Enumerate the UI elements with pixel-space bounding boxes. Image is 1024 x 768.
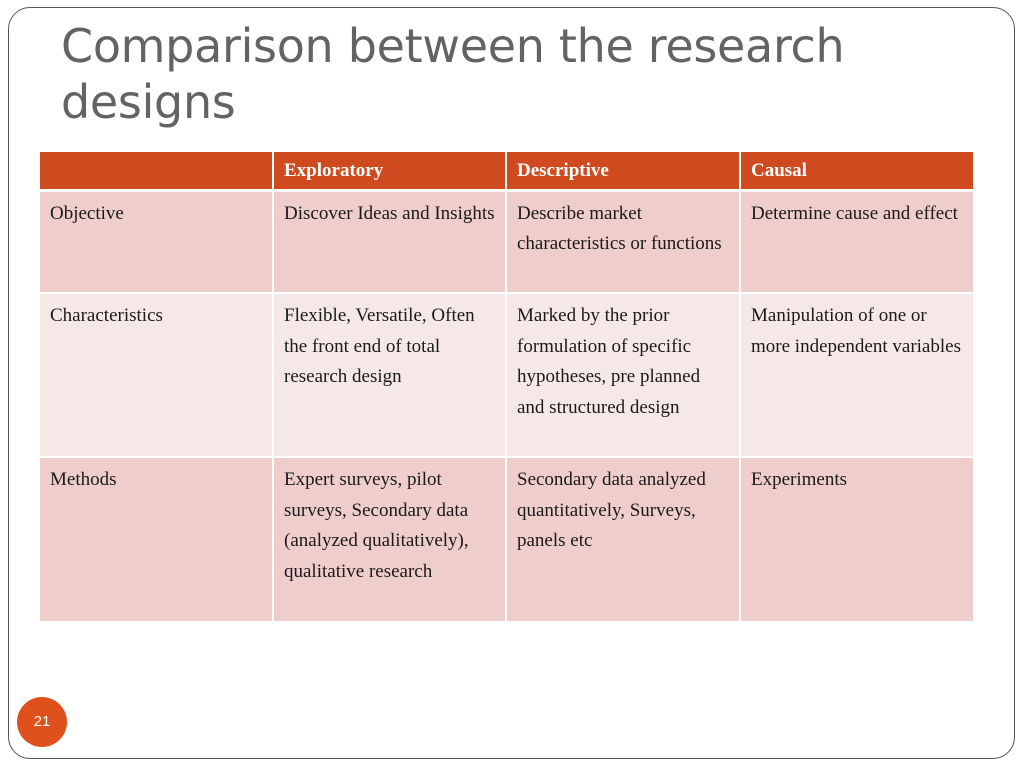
table-cell: Manipulation of one or more independent … <box>739 292 973 457</box>
table-row-objective: Objective Discover Ideas and Insights De… <box>40 189 973 293</box>
slide-title: Comparison between the research designs <box>61 19 845 129</box>
header-cell-blank <box>40 152 273 192</box>
row-label: Methods <box>40 456 273 621</box>
header-cell-causal: Causal <box>739 152 973 192</box>
row-label: Characteristics <box>40 292 273 457</box>
page-number-badge: 21 <box>17 697 67 747</box>
table-cell: Discover Ideas and Insights <box>272 189 506 293</box>
table-cell: Describe market characteristics or funct… <box>505 189 740 293</box>
comparison-table: Exploratory Descriptive Causal Objective… <box>40 152 973 621</box>
row-label: Objective <box>40 189 273 293</box>
header-cell-descriptive: Descriptive <box>505 152 740 192</box>
table-cell: Flexible, Versatile, Often the front end… <box>272 292 506 457</box>
table-cell: Marked by the prior formulation of speci… <box>505 292 740 457</box>
table-cell: Experiments <box>739 456 973 621</box>
header-cell-exploratory: Exploratory <box>272 152 506 192</box>
table-cell: Expert surveys, pilot surveys, Secondary… <box>272 456 506 621</box>
table-row-methods: Methods Expert surveys, pilot surveys, S… <box>40 456 973 621</box>
table-cell: Determine cause and effect <box>739 189 973 293</box>
table-row-characteristics: Characteristics Flexible, Versatile, Oft… <box>40 292 973 457</box>
table-header-row: Exploratory Descriptive Causal <box>40 152 973 192</box>
table-cell: Secondary data analyzed quantitatively, … <box>505 456 740 621</box>
